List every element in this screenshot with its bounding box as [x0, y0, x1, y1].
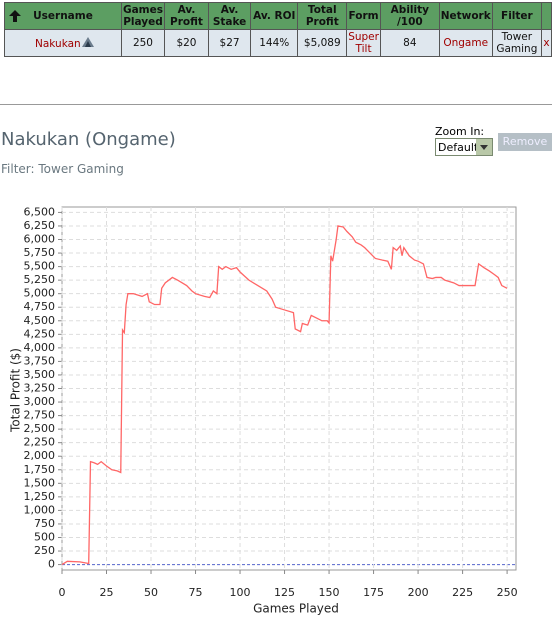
y-tick-label: 750 — [34, 517, 55, 530]
column-header: Ability /100 — [379, 2, 440, 30]
cell-text: 144% — [259, 37, 290, 49]
cell: $27 — [207, 29, 252, 57]
cell: 144% — [250, 29, 299, 57]
y-tick-label: 0 — [48, 558, 55, 571]
x-tick-label: 100 — [230, 586, 251, 599]
x-tick-label: 225 — [452, 586, 473, 599]
y-tick-label: 2,250 — [24, 436, 56, 449]
column-header-text: Username — [33, 10, 93, 22]
column-header: Total Profit — [297, 2, 348, 30]
column-header-text: Av. ROI — [253, 10, 296, 22]
column-header: Av. Stake — [207, 2, 252, 30]
x-tick-label: 50 — [144, 586, 158, 599]
profit-line — [61, 225, 508, 566]
x-tick-label: 75 — [189, 586, 203, 599]
y-tick-label: 5,500 — [24, 260, 56, 273]
x-tick-label: 25 — [100, 586, 114, 599]
y-tick-label: 500 — [34, 530, 55, 543]
cell-text: $20 — [176, 37, 197, 49]
data-row: Nakukan 250 $20 $27 144% $5,089 Super Tilt 84 On… — [4, 29, 552, 57]
dropdown-arrow — [476, 139, 492, 155]
cell: Nakukan — [4, 29, 122, 57]
column-header-text: Games Played — [122, 4, 163, 28]
column-header — [541, 2, 552, 30]
cell: 84 — [379, 29, 440, 57]
y-tick-label: 2,500 — [24, 422, 56, 435]
column-header: Filter — [491, 2, 543, 30]
y-tick-label: 6,250 — [24, 219, 56, 232]
y-tick-label: 4,500 — [24, 314, 56, 327]
cell-text[interactable]: Nakukan — [35, 38, 81, 50]
column-header-text: Form — [348, 10, 379, 22]
x-axis-title: Games Played — [253, 602, 339, 616]
column-header-text: Av. Profit — [170, 4, 203, 28]
y-tick-label: 6,500 — [24, 205, 56, 218]
chart: Games Played Total Profit ($) 0250500750… — [9, 205, 518, 616]
x-tick-label: 175 — [363, 586, 384, 599]
cell-text: 84 — [403, 37, 417, 49]
column-header-text: Av. Stake — [212, 4, 247, 28]
filter-label: Filter: Tower Gaming — [1, 162, 124, 176]
y-tick-label: 5,250 — [24, 273, 56, 286]
network-icon — [81, 37, 94, 47]
x-tick-label: 250 — [497, 586, 518, 599]
cell: $20 — [163, 29, 209, 57]
sort-arrow[interactable] — [9, 10, 21, 22]
column-header: Network — [438, 2, 493, 30]
y-tick-label: 6,000 — [24, 233, 56, 246]
cell-text[interactable]: x — [543, 37, 550, 49]
x-tick-label: 0 — [59, 586, 66, 599]
y-axis-title: Total Profit ($) — [9, 348, 23, 433]
column-header: Games Played — [120, 2, 165, 30]
y-tick-label: 3,500 — [24, 368, 56, 381]
y-tick-label: 3,000 — [24, 395, 56, 408]
stats-table: Username Games Played Av. Profit Av. Stake A… — [4, 2, 552, 57]
cell-text: $5,089 — [303, 37, 341, 49]
y-tick-label: 5,750 — [24, 246, 56, 259]
column-header-text: Ability /100 — [390, 4, 429, 28]
y-tick-label: 4,000 — [24, 341, 56, 354]
y-tick-label: 5,000 — [24, 287, 56, 300]
cell: x — [541, 29, 552, 57]
player-title: Nakukan (Ongame) — [1, 129, 176, 150]
cell: $5,089 — [297, 29, 348, 57]
remove-button[interactable]: Remove — [498, 133, 552, 151]
cell-text: Tower Gaming — [496, 31, 538, 55]
y-tick-label: 2,000 — [24, 449, 56, 462]
column-header[interactable]: Username — [4, 2, 122, 30]
column-header: Av. Profit — [163, 2, 209, 30]
column-header-text: Filter — [501, 10, 533, 22]
cell: Ongame — [438, 29, 493, 57]
x-tick-label: 200 — [408, 586, 429, 599]
y-tick-label: 4,250 — [24, 327, 56, 340]
cell: 250 — [120, 29, 165, 57]
y-tick-label: 1,500 — [24, 476, 56, 489]
column-header-text: Total Profit — [305, 4, 339, 28]
y-tick-label: 3,750 — [24, 354, 56, 367]
y-tick-label: 4,750 — [24, 300, 56, 313]
zoom-label: Zoom In: — [435, 125, 485, 138]
y-tick-label: 2,750 — [24, 409, 56, 422]
y-tick-label: 1,000 — [24, 503, 56, 516]
cell-text[interactable]: Ongame — [443, 37, 489, 49]
y-tick-label: 250 — [34, 544, 55, 557]
cell: Super Tilt — [346, 29, 381, 57]
column-header: Av. ROI — [250, 2, 299, 30]
cell: Tower Gaming — [491, 29, 543, 57]
zoom-value: Default — [438, 141, 479, 154]
header-row: Username Games Played Av. Profit Av. Stake A… — [4, 2, 552, 30]
x-tick-label: 125 — [274, 586, 295, 599]
cell-text: $27 — [219, 37, 240, 49]
y-tick-label: 3,250 — [24, 382, 56, 395]
zoom-select[interactable]: Default — [435, 138, 493, 156]
cell-text[interactable]: Super Tilt — [348, 31, 379, 55]
y-tick-label: 1,250 — [24, 490, 56, 503]
column-header-text: Network — [440, 10, 491, 22]
x-tick-label: 150 — [319, 586, 340, 599]
divider — [0, 104, 552, 105]
y-tick-label: 1,750 — [24, 463, 56, 476]
cell-text: 250 — [132, 37, 153, 49]
column-header: Form — [346, 2, 381, 30]
